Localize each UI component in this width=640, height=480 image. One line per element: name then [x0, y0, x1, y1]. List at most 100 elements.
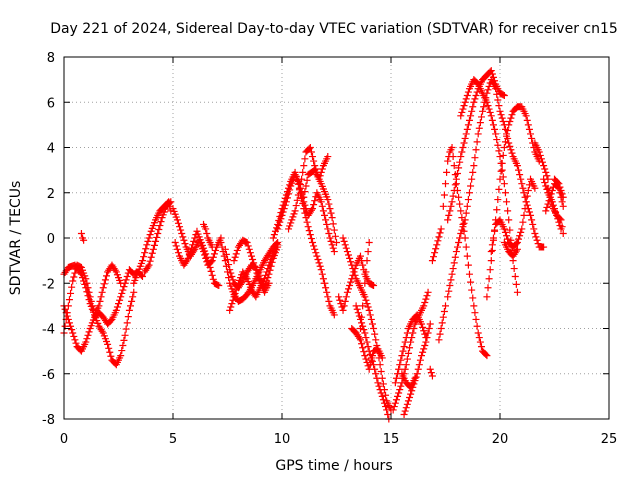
- data-point-plus-marker: [469, 103, 477, 111]
- data-point-plus-marker: [455, 193, 463, 201]
- data-point-plus-marker: [449, 192, 457, 200]
- data-point-plus-marker: [498, 159, 506, 167]
- data-point-plus-marker: [354, 309, 362, 317]
- data-point-plus-marker: [494, 196, 502, 204]
- data-point-plus-marker: [119, 286, 127, 294]
- data-series-track: [544, 184, 567, 237]
- data-point-plus-marker: [70, 273, 78, 281]
- data-point-plus-marker: [323, 288, 331, 296]
- data-point-plus-marker: [80, 277, 88, 285]
- data-point-plus-marker: [518, 225, 526, 233]
- data-point-plus-marker: [243, 239, 251, 247]
- data-point-plus-marker: [519, 218, 527, 226]
- data-point-plus-marker: [508, 111, 516, 119]
- data-point-plus-marker: [324, 293, 332, 301]
- data-point-plus-marker: [404, 349, 412, 357]
- data-point-plus-marker: [462, 95, 470, 103]
- data-point-plus-marker: [444, 157, 452, 165]
- data-point-plus-marker: [516, 232, 524, 240]
- data-point-plus-marker: [460, 219, 468, 227]
- data-point-plus-marker: [288, 216, 296, 224]
- data-point-plus-marker: [324, 225, 332, 233]
- data-point-plus-marker: [119, 341, 127, 349]
- data-series-track: [398, 370, 419, 391]
- data-series-track: [500, 239, 521, 260]
- data-point-plus-marker: [422, 338, 430, 346]
- data-point-plus-marker: [328, 241, 336, 249]
- data-point-plus-marker: [380, 399, 388, 407]
- data-point-plus-marker: [558, 190, 566, 198]
- data-series-track: [444, 76, 548, 301]
- data-point-plus-marker: [559, 193, 567, 201]
- data-point-plus-marker: [98, 327, 106, 335]
- data-point-plus-marker: [122, 276, 130, 284]
- data-point-plus-marker: [475, 124, 483, 132]
- data-point-plus-marker: [467, 182, 475, 190]
- data-point-plus-marker: [95, 302, 103, 310]
- data-point-plus-marker: [232, 250, 240, 258]
- data-point-plus-marker: [227, 303, 235, 311]
- data-point-plus-marker: [122, 325, 130, 333]
- data-point-plus-marker: [479, 107, 487, 115]
- data-point-plus-marker: [117, 352, 125, 360]
- data-point-plus-marker: [373, 374, 381, 382]
- data-point-plus-marker: [493, 136, 501, 144]
- data-point-plus-marker: [396, 386, 404, 394]
- data-point-plus-marker: [166, 199, 174, 207]
- data-point-plus-marker: [379, 396, 387, 404]
- data-point-plus-marker: [321, 211, 329, 219]
- data-point-plus-marker: [471, 309, 479, 317]
- data-point-plus-marker: [146, 257, 154, 265]
- data-point-plus-marker: [318, 202, 326, 210]
- data-point-plus-marker: [177, 226, 185, 234]
- data-point-plus-marker: [382, 391, 390, 399]
- data-point-plus-marker: [406, 344, 414, 352]
- data-point-plus-marker: [372, 336, 380, 344]
- data-point-plus-marker: [433, 241, 441, 249]
- data-point-plus-marker: [503, 232, 511, 240]
- data-point-plus-marker: [249, 255, 257, 263]
- data-point-plus-marker: [423, 334, 431, 342]
- data-point-plus-marker: [342, 244, 350, 252]
- data-point-plus-marker: [505, 216, 513, 224]
- data-point-plus-marker: [325, 297, 333, 305]
- data-point-plus-marker: [329, 220, 337, 228]
- data-point-plus-marker: [226, 266, 234, 274]
- data-point-plus-marker: [330, 248, 338, 256]
- data-point-plus-marker: [319, 207, 327, 215]
- data-point-plus-marker: [468, 107, 476, 115]
- data-point-plus-marker: [96, 297, 104, 305]
- data-point-plus-marker: [399, 347, 407, 355]
- data-point-plus-marker: [469, 168, 477, 176]
- data-point-plus-marker: [456, 200, 464, 208]
- x-tick-label: 25: [601, 432, 618, 447]
- data-point-plus-marker: [283, 188, 291, 196]
- data-point-plus-marker: [317, 198, 325, 206]
- data-point-plus-marker: [67, 289, 75, 297]
- data-point-plus-marker: [71, 336, 79, 344]
- data-point-plus-marker: [419, 323, 427, 331]
- data-point-plus-marker: [471, 154, 479, 162]
- data-point-plus-marker: [342, 293, 350, 301]
- data-point-plus-marker: [448, 198, 456, 206]
- data-point-plus-marker: [394, 392, 402, 400]
- data-point-plus-marker: [459, 223, 467, 231]
- data-point-plus-marker: [464, 196, 472, 204]
- data-point-plus-marker: [301, 209, 309, 217]
- data-point-plus-marker: [451, 171, 459, 179]
- data-point-plus-marker: [507, 114, 515, 122]
- data-point-plus-marker: [145, 261, 153, 269]
- data-point-plus-marker: [118, 347, 126, 355]
- data-point-plus-marker: [440, 191, 448, 199]
- data-point-plus-marker: [512, 240, 520, 248]
- data-point-plus-marker: [208, 243, 216, 251]
- data-point-plus-marker: [203, 253, 211, 261]
- data-point-plus-marker: [363, 338, 371, 346]
- data-point-plus-marker: [475, 334, 483, 342]
- data-point-plus-marker: [444, 216, 452, 224]
- data-point-plus-marker: [482, 351, 490, 359]
- data-point-plus-marker: [540, 162, 548, 170]
- data-point-plus-marker: [543, 172, 551, 180]
- data-point-plus-marker: [503, 198, 511, 206]
- data-point-plus-marker: [325, 200, 333, 208]
